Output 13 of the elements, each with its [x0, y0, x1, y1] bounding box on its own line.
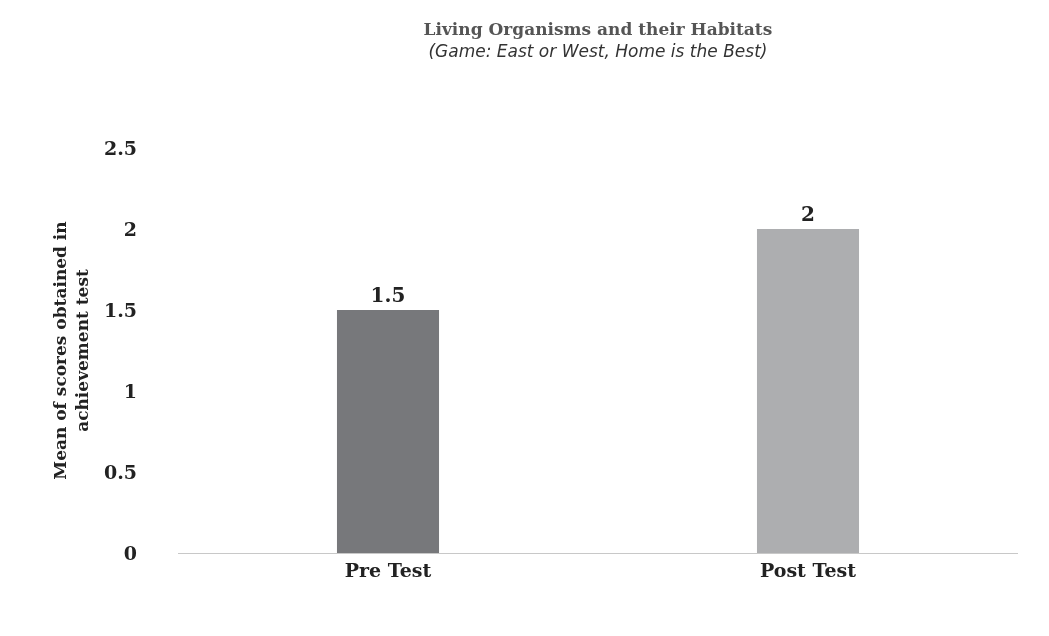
- data-label: 1.5: [370, 283, 406, 307]
- chart-title: Living Organisms and their Habitats: [423, 18, 773, 39]
- y-tick-label: 2: [123, 217, 137, 240]
- x-tick-label: Pre Test: [344, 558, 432, 581]
- x-tick-label: Post Test: [759, 558, 857, 581]
- y-tick-label: 0.5: [103, 460, 137, 483]
- data-label: 2: [801, 202, 815, 226]
- y-tick-label: 0: [123, 541, 137, 564]
- y-tick-label: 1.5: [103, 298, 137, 321]
- y-tick-label: 1: [123, 379, 137, 402]
- y-axis-title: Mean of scores obtained in achievement test: [50, 221, 93, 480]
- y-tick-label: 2.5: [103, 136, 137, 159]
- chart-subtitle: (Game: East or West, Home is the Best): [428, 41, 768, 62]
